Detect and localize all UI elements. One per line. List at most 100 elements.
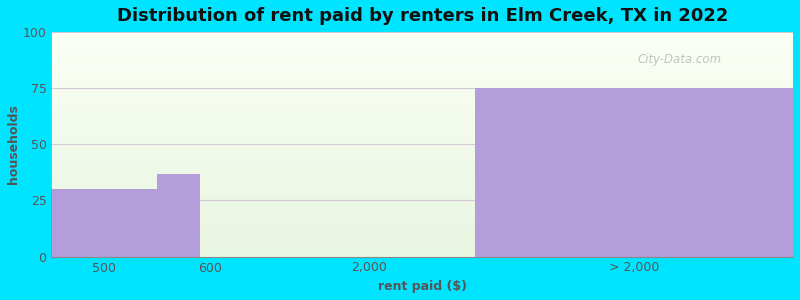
Bar <box>51 50 793 51</box>
Bar <box>51 41 793 42</box>
Bar <box>51 98 793 99</box>
Bar <box>51 37 793 38</box>
Bar <box>51 182 793 184</box>
Bar <box>51 32 793 33</box>
Bar <box>51 115 793 116</box>
Bar <box>51 222 793 223</box>
Bar <box>51 103 793 104</box>
Bar <box>51 189 158 256</box>
Bar <box>51 113 793 114</box>
Bar <box>51 158 793 159</box>
Bar <box>51 117 793 119</box>
Bar <box>51 66 793 67</box>
Bar <box>51 84 793 85</box>
Bar <box>51 173 793 175</box>
Bar <box>51 249 793 250</box>
Bar <box>475 88 793 256</box>
Bar <box>51 243 793 244</box>
Bar <box>51 167 793 168</box>
Bar <box>51 47 793 48</box>
Bar <box>51 108 793 110</box>
Bar <box>51 118 793 120</box>
Bar <box>51 239 793 240</box>
Bar <box>51 64 793 66</box>
Bar <box>51 240 793 241</box>
Bar <box>51 52 793 53</box>
Bar <box>51 250 793 251</box>
Bar <box>51 233 793 234</box>
Bar <box>51 88 793 89</box>
Bar <box>51 34 793 35</box>
Bar <box>51 135 793 136</box>
Bar <box>51 161 793 162</box>
Bar <box>51 77 793 78</box>
Bar <box>51 100 793 102</box>
Bar <box>51 180 793 181</box>
Bar <box>51 200 793 202</box>
Bar <box>51 136 793 138</box>
Bar <box>51 213 793 214</box>
Bar <box>51 111 793 112</box>
Bar <box>51 60 793 61</box>
Bar <box>51 58 793 59</box>
Bar <box>51 35 793 37</box>
Bar <box>51 96 793 97</box>
Bar <box>51 85 793 86</box>
Bar <box>51 218 793 220</box>
Bar <box>51 46 793 47</box>
Bar <box>51 248 793 249</box>
Bar <box>51 99 793 101</box>
Bar <box>51 124 793 125</box>
Bar <box>51 196 793 197</box>
Bar <box>51 82 793 84</box>
Bar <box>51 254 793 256</box>
Bar <box>51 168 793 169</box>
Bar <box>51 217 793 218</box>
Bar <box>51 143 793 144</box>
Bar <box>51 125 793 126</box>
Bar <box>51 214 793 215</box>
Bar <box>158 173 200 256</box>
Bar <box>51 176 793 177</box>
Bar <box>51 224 793 225</box>
Bar <box>51 68 793 69</box>
Bar <box>51 107 793 108</box>
Bar <box>51 92 793 93</box>
Bar <box>51 132 793 133</box>
Bar <box>51 128 793 129</box>
Bar <box>51 43 793 44</box>
Bar <box>51 152 793 153</box>
Text: City-Data.com: City-Data.com <box>638 52 722 65</box>
Bar <box>51 166 793 167</box>
Bar <box>51 49 793 50</box>
Bar <box>51 191 793 193</box>
Bar <box>51 150 793 151</box>
Bar <box>51 252 793 253</box>
Bar <box>51 215 793 216</box>
Bar <box>51 116 793 117</box>
Bar <box>51 189 793 190</box>
Bar <box>51 129 793 130</box>
Bar <box>51 90 793 92</box>
Bar <box>51 230 793 231</box>
Bar <box>51 153 793 154</box>
Bar <box>51 146 793 147</box>
Bar <box>51 70 793 71</box>
Bar <box>51 102 793 103</box>
Title: Distribution of rent paid by renters in Elm Creek, TX in 2022: Distribution of rent paid by renters in … <box>117 7 728 25</box>
Bar <box>51 203 793 204</box>
Bar <box>51 172 793 173</box>
Bar <box>51 154 793 156</box>
Bar <box>51 170 793 171</box>
Bar <box>51 121 793 122</box>
Bar <box>51 235 793 236</box>
Bar <box>51 242 793 243</box>
Bar <box>51 169 793 170</box>
X-axis label: rent paid ($): rent paid ($) <box>378 280 466 293</box>
Bar <box>51 78 793 79</box>
Bar <box>51 39 793 40</box>
Bar <box>51 236 793 238</box>
Bar <box>51 209 793 211</box>
Bar <box>51 197 793 198</box>
Bar <box>51 51 793 52</box>
